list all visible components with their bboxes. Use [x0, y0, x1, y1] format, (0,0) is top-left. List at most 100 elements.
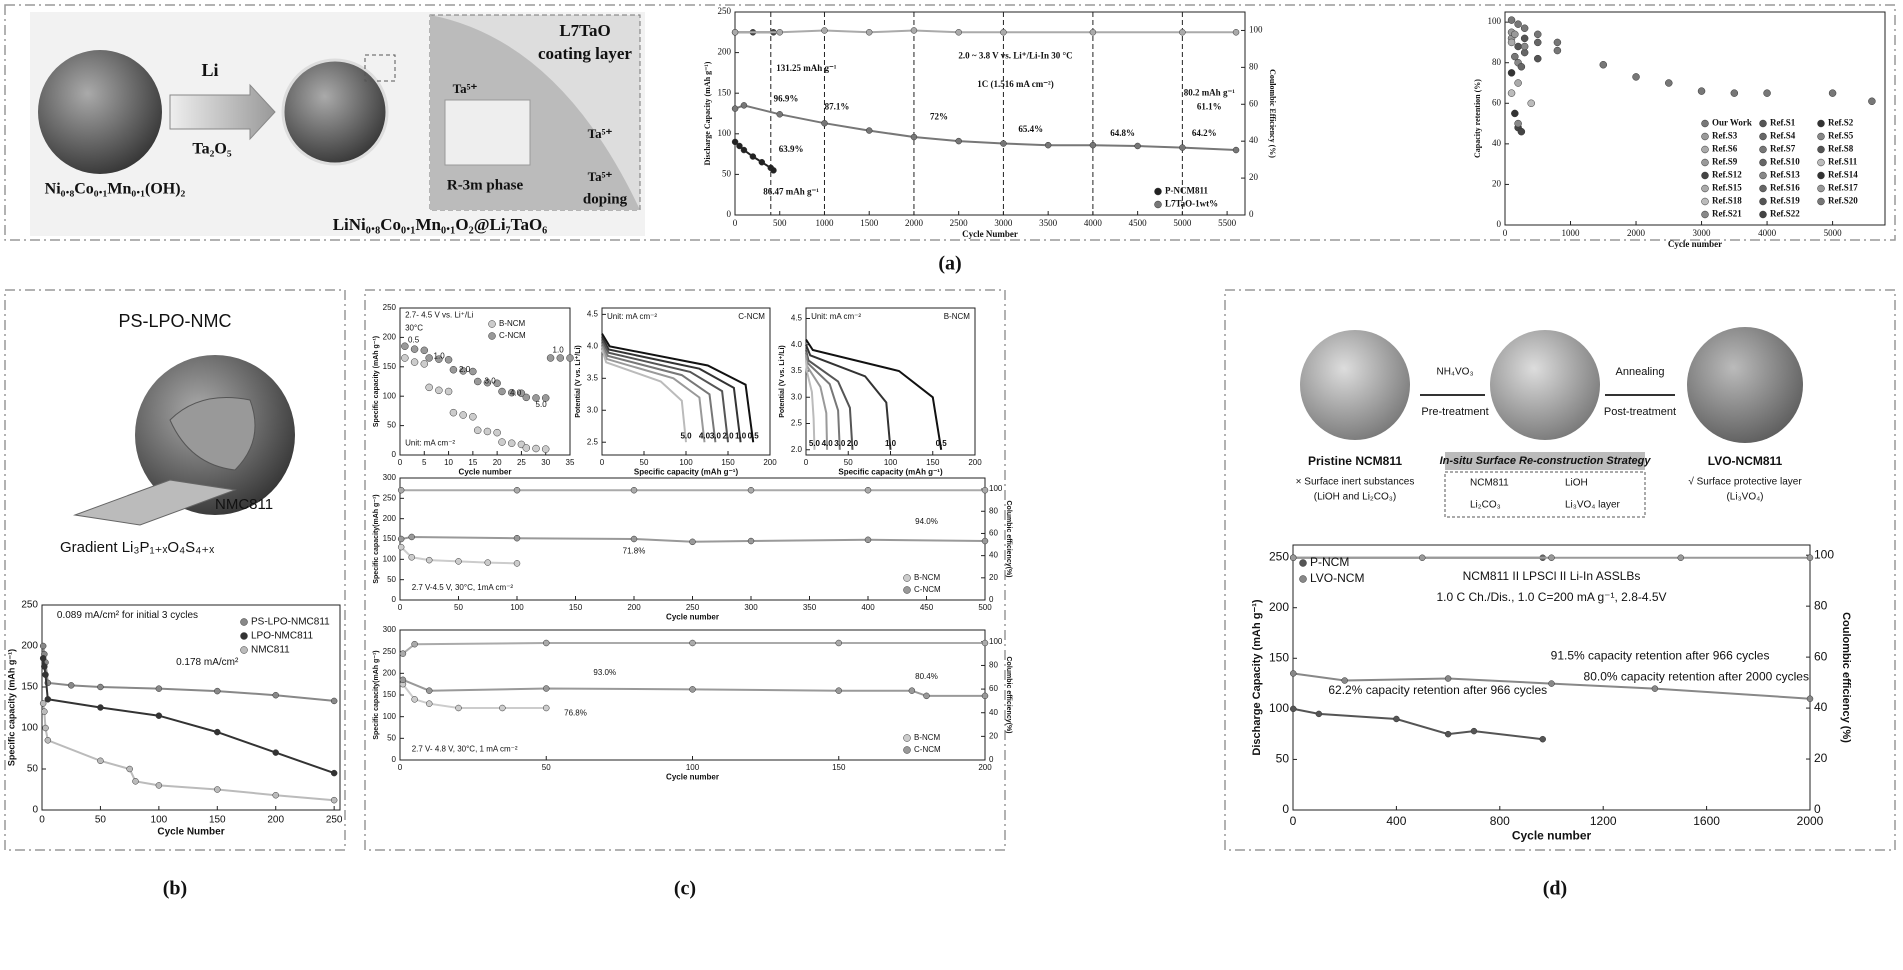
y-tick-label: 150: [383, 690, 397, 699]
x-tick-label: 5000: [1824, 228, 1843, 238]
data-point: [1290, 554, 1297, 561]
annotation: 2.7- 4.5 V vs. Li⁺/Li: [405, 310, 473, 319]
legend-label: B-NCM: [914, 733, 941, 742]
data-point: [1651, 685, 1659, 692]
plot-frame: [734, 11, 1246, 216]
x-tick-label: 50: [454, 603, 463, 612]
annotation: 4.0: [510, 388, 522, 397]
x-tick-label: 2500: [950, 218, 969, 228]
data-point: [740, 146, 748, 154]
y2-tick-label: 20: [1814, 751, 1828, 765]
y-axis-label: Discharge Capacity (mAh g⁻¹): [703, 61, 712, 165]
annotation: C-NCM: [738, 312, 765, 321]
data-point: [1632, 73, 1640, 81]
legend-label: Ref.S20: [1828, 196, 1858, 206]
data-point: [469, 367, 477, 376]
y-tick-label: 250: [383, 303, 397, 312]
x-axis-label: Specific capacity (mAh g⁻¹): [838, 468, 943, 477]
data-point: [981, 486, 989, 494]
data-point: [1514, 42, 1522, 51]
data-point: [1507, 16, 1516, 24]
schematic-label: Ta₂O₅: [192, 141, 231, 158]
x-tick-label: 0: [398, 458, 403, 467]
legend-label: Ref.S16: [1770, 183, 1800, 193]
data-point: [410, 345, 419, 353]
data-point: [155, 782, 163, 789]
data-point: [132, 778, 139, 785]
y-tick-label: 150: [383, 534, 397, 543]
data-point: [459, 367, 467, 375]
legend-marker: [1701, 197, 1709, 206]
data-point: [483, 378, 492, 387]
series-end-label: 4.0: [822, 439, 834, 448]
data-point: [1697, 87, 1706, 95]
data-point: [1232, 146, 1240, 154]
data-point: [444, 387, 453, 396]
data-point: [731, 29, 739, 36]
y2-axis-label: Coulombic efficiency (%): [1840, 612, 1852, 743]
data-point: [1828, 89, 1837, 97]
x-tick-label: 0: [733, 218, 738, 228]
legend-marker: [1759, 210, 1767, 219]
y2-tick-label: 20: [989, 573, 998, 582]
data-point: [541, 394, 550, 402]
annotation: 64.8%: [1110, 128, 1135, 138]
schematic-label: Ni₀.₈Co₀.₁Mn₀.₁(OH)₂: [45, 181, 186, 198]
annotation: 3.0: [485, 377, 497, 386]
x-tick-label: 30: [541, 458, 550, 467]
data-point: [1514, 119, 1522, 128]
particle: [1687, 327, 1803, 443]
y2-tick-label: 100: [1814, 547, 1834, 561]
y-axis-label: Specific capacity (mAh g⁻¹): [6, 649, 16, 766]
x-tick-label: 0: [1290, 814, 1297, 828]
x-tick-label: 1000: [1562, 228, 1581, 238]
x-tick-label: 250: [686, 603, 700, 612]
series-end-label: 0.5: [936, 439, 948, 448]
y2-tick-label: 100: [989, 484, 1003, 493]
data-point: [214, 687, 221, 695]
annotation: Unit: mA cm⁻²: [405, 438, 455, 447]
annotation: 0.5: [408, 335, 420, 344]
schematic-label: Annealing: [1616, 366, 1665, 378]
data-point: [425, 383, 433, 392]
data-point: [776, 111, 783, 118]
legend-label: LPO-NMC811: [251, 631, 313, 642]
y2-tick-label: 20: [1249, 172, 1259, 182]
y2-tick-label: 60: [989, 529, 998, 538]
data-point: [155, 712, 163, 719]
schematic-label: (Li₃VO₄): [1726, 492, 1763, 503]
panel-label: (b): [163, 878, 187, 900]
series-line: [401, 535, 986, 543]
data-point: [1232, 29, 1240, 36]
x-tick-label: 150: [926, 458, 940, 467]
data-point: [484, 559, 491, 566]
data-point: [1179, 29, 1186, 36]
zoom-box: [364, 54, 396, 82]
annotation: NCM811 II LPSCl II Li-In ASSLBs: [1463, 569, 1641, 583]
annotation: B-NCM: [944, 312, 971, 321]
series-line: [1293, 707, 1543, 741]
x-tick-label: 200: [968, 458, 982, 467]
x-tick-label: 500: [773, 218, 787, 228]
data-point: [955, 29, 962, 36]
data-point: [44, 696, 52, 703]
y2-tick-label: 0: [989, 595, 994, 604]
legend-marker: [1299, 575, 1307, 583]
y-tick-label: 300: [383, 625, 397, 634]
x-tick-label: 50: [542, 763, 551, 772]
x-tick-label: 500: [978, 603, 992, 612]
legend-label: Ref.S13: [1770, 170, 1800, 180]
legend-marker: [1701, 132, 1709, 141]
data-point: [155, 685, 163, 692]
panel-label: (d): [1543, 878, 1567, 900]
x-tick-label: 4000: [1084, 218, 1103, 228]
data-point: [1089, 29, 1097, 36]
legend-marker: [488, 320, 496, 328]
y2-tick-label: 60: [989, 684, 998, 693]
slab: [73, 479, 237, 526]
schematic-label: L7TaO: [559, 21, 610, 40]
y2-tick-label: 40: [1814, 700, 1828, 714]
x-tick-label: 0: [600, 458, 605, 467]
schematic-label: (LiOH and Li₂CO₃): [1314, 492, 1396, 503]
series-line: [734, 104, 1237, 151]
